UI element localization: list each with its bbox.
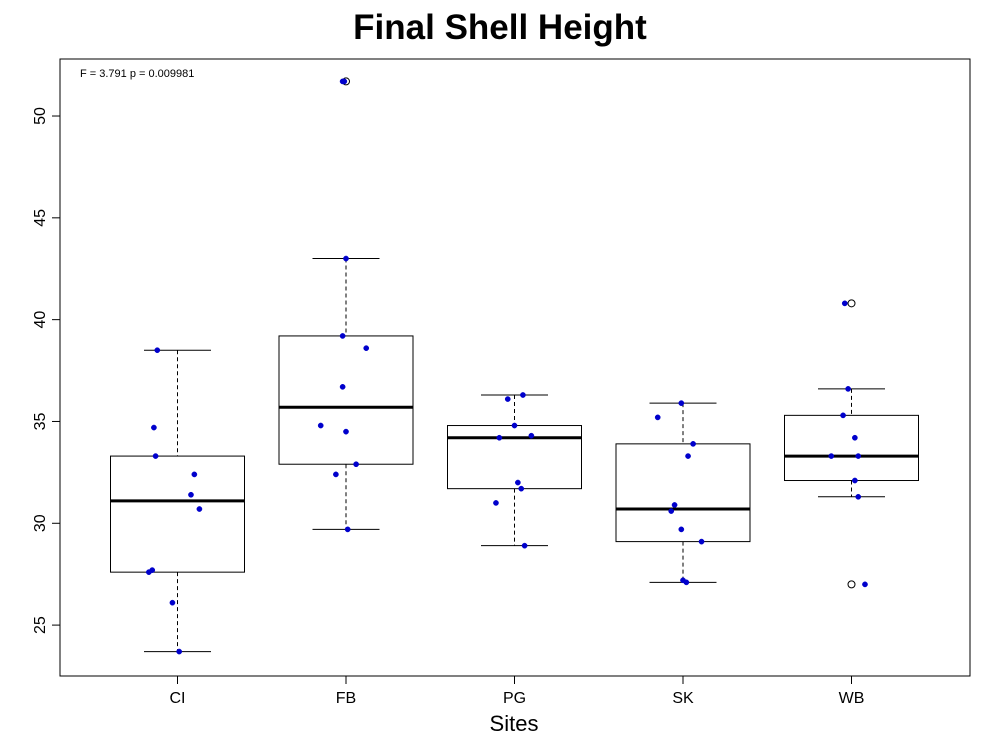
data-point-sk: [690, 441, 696, 447]
data-point-fb: [344, 526, 351, 533]
chart-title: Final Shell Height: [353, 8, 647, 47]
data-point-fb: [343, 428, 349, 435]
data-point-wb: [852, 477, 858, 484]
data-point-ci: [152, 453, 159, 459]
points-layer: [146, 78, 868, 655]
x-axis-title: Sites: [490, 711, 539, 736]
x-axis: CI FB PG SK WB: [170, 675, 865, 707]
data-point-wb: [855, 453, 862, 459]
box-sk: [615, 402, 751, 583]
data-point-wb: [855, 493, 862, 500]
outlier-marker: [847, 299, 856, 308]
y-tick-label: 40: [32, 311, 49, 329]
x-tick-label-ci: CI: [170, 690, 186, 707]
iqr-box: [278, 335, 414, 465]
data-point-pg: [511, 422, 518, 429]
data-point-ci: [188, 491, 194, 498]
data-point-pg: [496, 434, 503, 441]
y-tick-label: 35: [32, 412, 49, 430]
data-point-sk: [668, 508, 675, 514]
data-point-fb: [317, 422, 324, 429]
box-ci: [110, 349, 245, 653]
data-point-ci: [154, 347, 161, 354]
data-point-wb: [841, 300, 848, 307]
data-point-pg: [518, 485, 525, 492]
data-point-wb: [845, 386, 851, 392]
x-tick-label-wb: WB: [839, 690, 865, 707]
y-axis: 25 30 35 40 45 50: [32, 107, 61, 634]
data-point-ci: [191, 471, 198, 478]
data-point-pg: [515, 479, 521, 486]
x-tick-label-pg: PG: [503, 690, 526, 707]
data-point-fb: [339, 383, 346, 390]
box-fb: [278, 77, 414, 530]
data-point-sk: [698, 538, 705, 545]
data-point-pg: [520, 392, 526, 398]
data-point-ci: [196, 506, 203, 512]
data-point-pg: [504, 396, 511, 402]
data-point-ci: [169, 599, 176, 606]
stats-annotation: F = 3.791 p = 0.009981: [80, 68, 194, 80]
data-point-fb: [353, 461, 359, 468]
data-point-sk: [685, 453, 691, 459]
data-point-wb: [828, 453, 835, 459]
data-point-wb: [862, 581, 868, 588]
data-point-fb: [363, 345, 370, 352]
data-point-sk: [678, 526, 685, 533]
y-tick-label: 25: [32, 616, 49, 634]
iqr-box: [615, 443, 751, 543]
data-point-ci: [151, 424, 157, 431]
data-point-sk: [671, 502, 678, 508]
data-point-pg: [521, 542, 528, 549]
x-tick-label-fb: FB: [336, 690, 356, 707]
data-point-sk: [683, 579, 690, 586]
y-tick-label: 45: [32, 209, 49, 227]
data-point-fb: [339, 333, 346, 339]
data-point-pg: [528, 432, 535, 439]
iqr-box: [110, 455, 245, 573]
data-point-sk: [678, 400, 685, 406]
data-point-ci: [176, 648, 183, 655]
outlier-marker: [847, 580, 856, 589]
data-point-fb: [333, 471, 339, 478]
data-point-ci: [146, 569, 152, 575]
iqr-box: [447, 425, 582, 490]
data-point-fb: [343, 255, 349, 262]
plot-frame: [59, 58, 971, 677]
box-wb: [784, 299, 919, 589]
data-point-sk: [654, 414, 661, 421]
data-point-wb: [852, 434, 858, 441]
x-tick-label-sk: SK: [672, 690, 694, 707]
data-point-pg: [493, 500, 499, 506]
boxes-layer: [110, 77, 919, 653]
box-pg: [447, 394, 582, 547]
data-point-fb: [341, 78, 348, 85]
iqr-box: [784, 414, 919, 482]
y-tick-label: 50: [32, 107, 49, 125]
y-tick-label: 30: [32, 514, 49, 532]
data-point-wb: [840, 412, 846, 419]
